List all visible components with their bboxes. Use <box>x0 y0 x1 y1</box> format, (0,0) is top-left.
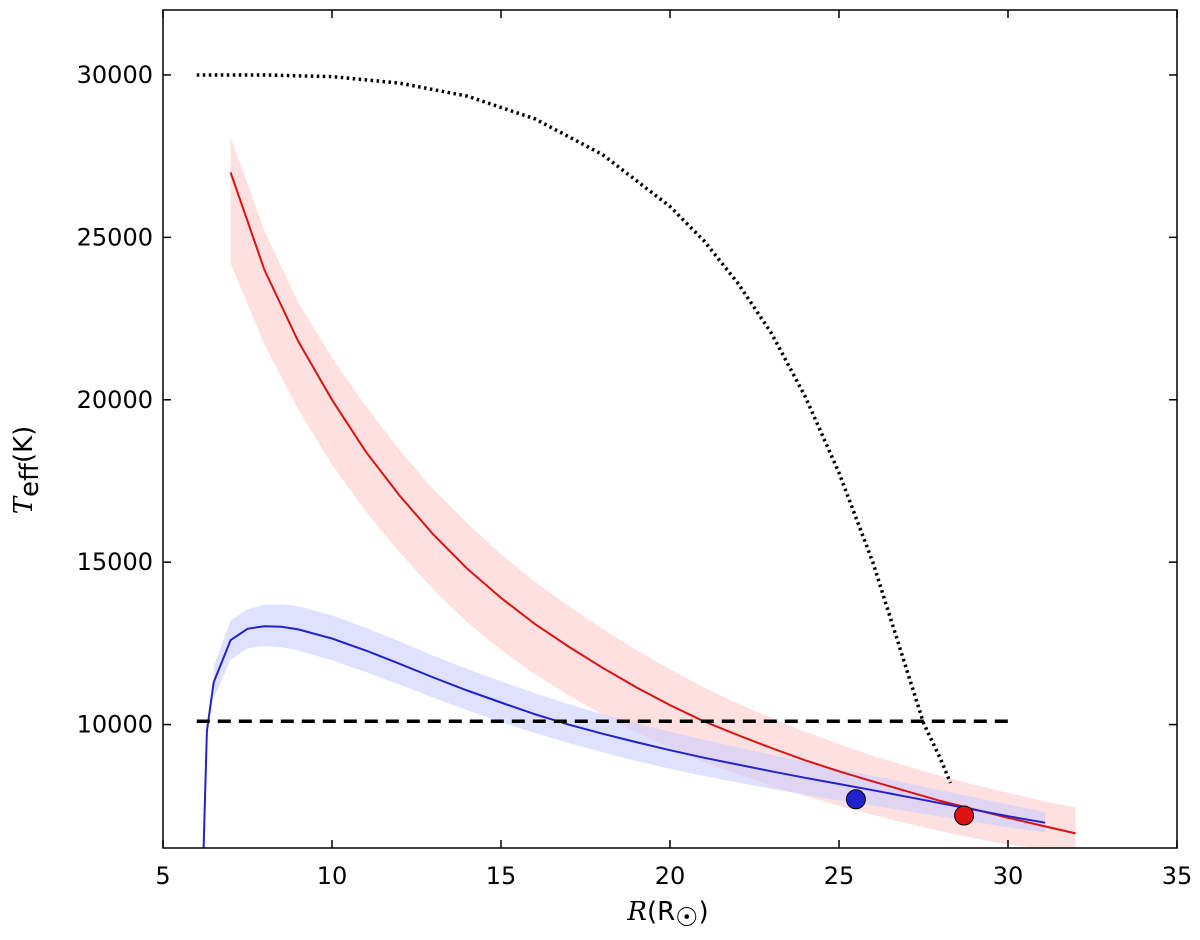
axis-tick-labels: 5 10 15 20 25 30 35 10000 15000 20000 25000 30000 <box>77 61 1193 890</box>
y-axis-label-symbol: T <box>9 495 39 514</box>
x-tick-label: 10 <box>317 862 348 890</box>
series-line-solid-red <box>229 172 1076 835</box>
series-line-dotted-black <box>196 73 953 784</box>
marker-points <box>845 789 975 826</box>
confidence-bands <box>213 136 1076 848</box>
x-axis-label-symbol: R <box>626 897 647 927</box>
y-tick-label: 25000 <box>77 223 153 251</box>
x-axis-label: R(R☉) <box>626 897 708 933</box>
x-tick-label: 25 <box>824 862 855 890</box>
y-tick-label: 15000 <box>77 548 153 576</box>
axis-ticks <box>162 10 1178 848</box>
x-tick-label: 5 <box>155 862 170 890</box>
series-lines <box>196 73 1076 849</box>
x-tick-label: 35 <box>1162 862 1193 890</box>
y-tick-label: 20000 <box>77 386 153 414</box>
x-tick-label: 15 <box>486 862 517 890</box>
y-axis-label-unit: (K) <box>9 426 39 463</box>
series-line-solid-blue <box>202 625 1046 849</box>
y-axis-label: Teff(K) <box>9 426 45 515</box>
x-tick-label: 20 <box>655 862 686 890</box>
band-blue <box>213 604 1046 833</box>
x-axis-label-sun-symbol: ☉ <box>675 903 698 933</box>
marker-blue <box>845 789 866 810</box>
x-axis-label-close: ) <box>698 897 708 927</box>
y-axis-label-subscript: eff <box>15 462 45 497</box>
x-tick-label: 30 <box>993 862 1024 890</box>
y-tick-label: 10000 <box>77 711 153 739</box>
y-tick-label: 30000 <box>77 61 153 89</box>
band-red <box>230 136 1076 848</box>
x-axis-label-unit: (R <box>647 897 675 927</box>
marker-red <box>954 805 975 826</box>
